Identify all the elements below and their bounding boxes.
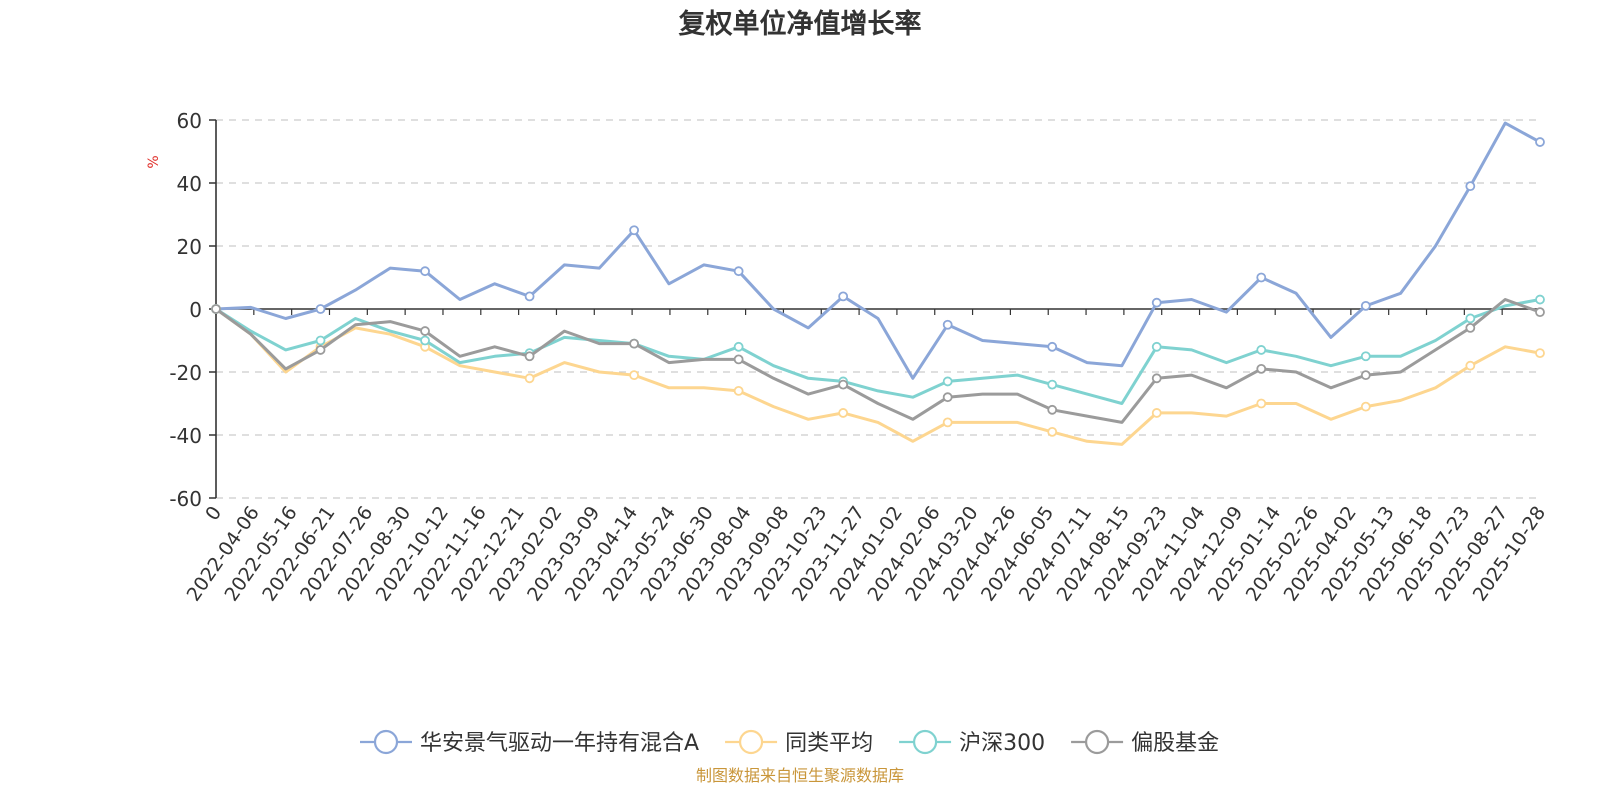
series-line xyxy=(214,298,1542,424)
legend-marker xyxy=(1084,729,1110,755)
data-point xyxy=(1047,379,1058,390)
data-point xyxy=(942,417,953,428)
data-point xyxy=(211,304,221,314)
legend-label: 同类平均 xyxy=(785,731,873,756)
data-point xyxy=(1360,351,1371,362)
axes: 6040200-20-40-6002022-04-062022-05-16202… xyxy=(169,109,1550,605)
series-line xyxy=(214,121,1542,380)
data-point xyxy=(1151,297,1162,308)
y-tick-label: 0 xyxy=(189,298,202,322)
legend-item[interactable]: 华安景气驱动一年持有混合A xyxy=(360,729,699,756)
data-point xyxy=(838,408,849,418)
data-point xyxy=(1360,300,1371,311)
legend-marker xyxy=(373,729,399,755)
data-point xyxy=(942,392,953,403)
series-line xyxy=(214,307,1542,446)
legend-label: 偏股基金 xyxy=(1131,731,1219,756)
x-tick-label: 0 xyxy=(201,502,226,525)
data-point xyxy=(420,266,430,277)
source-note: 制图数据来自恒生聚源数据库 xyxy=(695,766,904,785)
data-point xyxy=(1465,313,1476,324)
data-point xyxy=(942,376,953,387)
y-tick-label: -60 xyxy=(169,487,202,511)
data-point xyxy=(733,266,744,277)
data-point xyxy=(733,341,744,352)
legend-item[interactable]: 沪深300 xyxy=(899,729,1045,756)
legend-item[interactable]: 偏股基金 xyxy=(1071,729,1219,756)
data-point xyxy=(629,338,640,349)
data-point xyxy=(1047,426,1058,437)
legend-marker xyxy=(912,729,938,755)
data-point xyxy=(1256,272,1267,283)
data-point xyxy=(420,335,430,346)
data-point xyxy=(1151,408,1162,418)
data-point xyxy=(1535,294,1545,305)
data-point xyxy=(942,319,953,330)
data-point xyxy=(1047,404,1058,415)
data-point xyxy=(315,345,326,355)
data-point xyxy=(1535,348,1545,359)
data-point xyxy=(1151,373,1162,384)
y-tick-label: -40 xyxy=(169,424,202,448)
data-point xyxy=(1256,398,1267,409)
y-axis-label: % xyxy=(146,155,162,168)
data-point xyxy=(1465,322,1476,333)
data-point xyxy=(1465,181,1476,192)
legend-label: 华安景气驱动一年持有混合A xyxy=(420,731,699,756)
legend-item[interactable]: 同类平均 xyxy=(725,729,873,756)
data-point xyxy=(524,373,535,384)
data-point xyxy=(1151,341,1162,352)
data-point xyxy=(1256,345,1267,355)
series-line xyxy=(214,298,1542,405)
legend[interactable]: 华安景气驱动一年持有混合A 同类平均 沪深300 偏股基金 xyxy=(360,729,1219,756)
data-point xyxy=(315,304,326,314)
y-tick-label: 60 xyxy=(177,109,202,133)
data-point xyxy=(315,335,326,346)
data-point xyxy=(838,379,849,390)
legend-label: 沪深300 xyxy=(959,731,1045,756)
data-point xyxy=(420,326,430,336)
series-lines xyxy=(211,121,1545,446)
data-point xyxy=(838,291,849,302)
data-point xyxy=(629,370,640,381)
data-point xyxy=(1256,363,1267,374)
data-point xyxy=(1047,341,1058,352)
data-point xyxy=(1535,137,1545,147)
data-point xyxy=(1360,370,1371,381)
y-tick-label: -20 xyxy=(169,361,202,385)
chart-title: 复权单位净值增长率 xyxy=(679,8,922,40)
data-point xyxy=(524,351,535,362)
data-point xyxy=(1535,307,1545,318)
data-point xyxy=(733,385,744,396)
data-point xyxy=(1465,360,1476,371)
data-point xyxy=(629,225,640,236)
y-tick-label: 20 xyxy=(177,235,202,259)
y-tick-label: 40 xyxy=(177,172,202,196)
legend-marker xyxy=(738,729,764,755)
data-point xyxy=(1360,401,1371,412)
data-point xyxy=(733,354,744,365)
data-point xyxy=(524,291,535,302)
